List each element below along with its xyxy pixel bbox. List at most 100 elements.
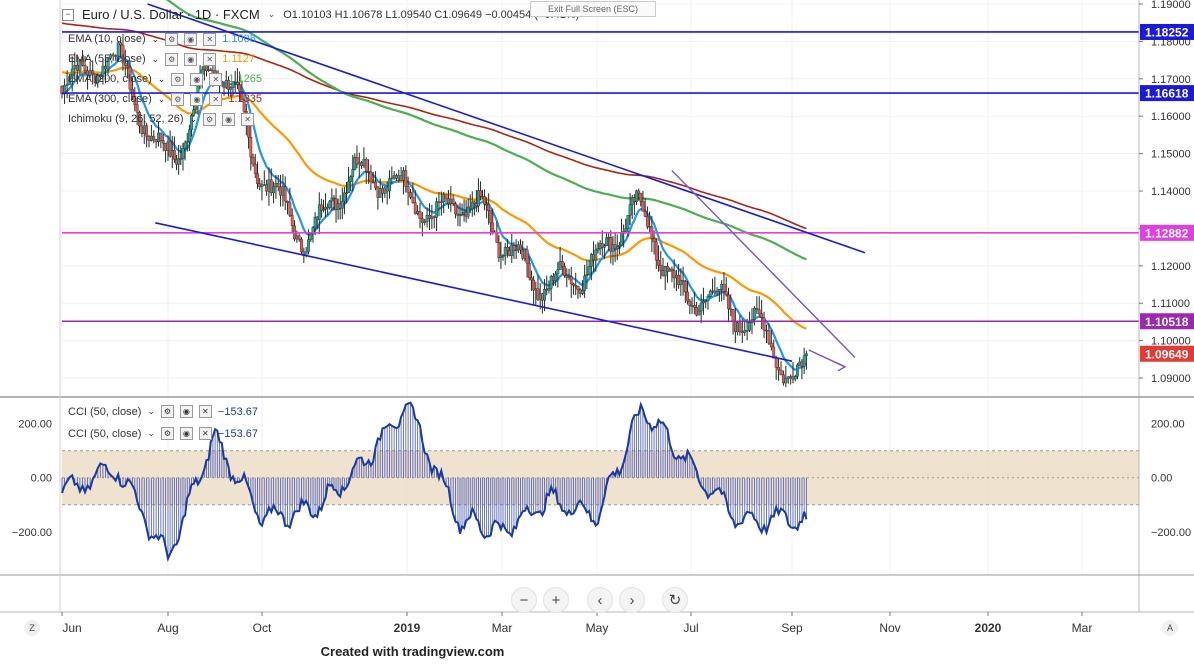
reset-icon[interactable]: ↻ [662,587,688,613]
candle-body [418,211,422,219]
legend-label[interactable]: EMA (200, close) [68,73,152,85]
settings-icon[interactable]: ⚙ [165,32,179,46]
legend-row[interactable]: EMA (55, close) ⌄ ⚙ ◉ ✕ 1.1127 [68,49,262,69]
candle-body [83,65,87,71]
eye-icon[interactable]: ◉ [184,32,198,46]
candle-body [187,129,191,142]
settings-icon[interactable]: ⚙ [160,427,174,440]
candle-body [253,163,257,174]
symbol-chevron-icon[interactable]: ⌄ [267,9,276,19]
eye-icon[interactable]: ◉ [222,112,236,126]
price-level-label: 1.10518 [1145,315,1189,329]
legend-row[interactable]: EMA (200, close) ⌄ ⚙ ◉ ✕ 1.1265 [68,69,262,89]
footer-credit: Created with tradingview.com [320,644,505,659]
timezone-icon[interactable]: Z [24,620,40,636]
symbol-title[interactable]: Euro / U.S. Dollar · 1D · FXCM [82,7,260,22]
settings-icon[interactable]: ⚙ [160,405,174,418]
candle-body [190,115,193,131]
legend-row[interactable]: Ichimoku (9, 26, 52, 26) ⌄ ⚙ ◉ ✕ [68,109,262,129]
legend-label[interactable]: EMA (10, close) [68,33,146,45]
scroll-right-icon[interactable]: › [619,587,645,613]
candle-body [351,169,355,177]
zoom-out-icon[interactable]: − [511,587,537,613]
candle-body [784,378,788,384]
eye-icon[interactable]: ◉ [179,405,193,418]
legend-row[interactable]: EMA (10, close) ⌄ ⚙ ◉ ✕ 1.1008 [68,29,262,49]
close-icon[interactable]: ✕ [241,112,255,126]
candle-body [745,330,749,332]
candle-body [686,291,689,302]
candle-body [404,170,408,187]
candle-body [554,273,558,281]
candle-body [643,211,647,217]
close-icon[interactable]: ✕ [209,72,223,86]
chevron-down-icon[interactable]: ⌄ [189,114,198,124]
chevron-down-icon[interactable]: ⌄ [157,94,166,104]
candle-body [106,57,110,70]
price-tick-label: 1.09000 [1151,373,1191,385]
close-icon[interactable]: ✕ [198,405,212,418]
settings-icon[interactable]: ⚙ [165,52,179,66]
cci-tick-label: 0.00 [1151,473,1172,485]
eye-icon[interactable]: ◉ [184,52,198,66]
candle-body [397,175,401,179]
candle-body [752,307,756,320]
time-tick-label: Jun [62,621,81,635]
chevron-down-icon[interactable]: ⌄ [151,34,160,44]
close-icon[interactable]: ✕ [203,32,217,46]
price-tick-label: 1.16000 [1151,111,1191,123]
candle-body [340,200,344,209]
candle-body [447,198,450,204]
settings-icon[interactable]: ⚙ [171,92,185,106]
legend-value: 1.1127 [222,53,256,65]
candle-body [138,112,141,127]
chevron-down-icon[interactable]: ⌄ [151,54,160,64]
candle-body [109,54,112,59]
minimize-icon[interactable]: − [62,8,74,21]
close-icon[interactable]: ✕ [209,92,223,106]
close-icon[interactable]: ✕ [198,427,212,440]
candle-body [161,140,165,144]
time-tick-label: Aug [157,621,178,635]
chevron-down-icon[interactable]: ⌄ [157,74,166,84]
candle-body [603,245,606,248]
candle-body [743,330,747,333]
cci-label[interactable]: CCI (50, close) [68,405,142,418]
legend-row[interactable]: EMA (300, close) ⌄ ⚙ ◉ ✕ 1.1335 [68,89,262,109]
legend-label[interactable]: Ichimoku (9, 26, 52, 26) [68,113,184,125]
scroll-left-icon[interactable]: ‹ [587,587,613,613]
settings-icon[interactable]: ⚙ [203,112,217,126]
candle-body [736,322,740,333]
candle-body [793,376,797,380]
candle-body [411,196,415,203]
candle-body [437,201,441,203]
eye-icon[interactable]: ◉ [179,427,193,440]
chevron-down-icon[interactable]: ⌄ [147,406,155,416]
cci-legend-2: CCI (50, close) ⌄ ⚙ ◉ ✕ −153.67 [68,427,258,440]
candle-body [369,171,373,183]
candle-body [512,245,516,252]
exit-fullscreen-hint[interactable]: Exit Full Screen (ESC) [530,1,656,17]
candle-body [460,213,464,216]
chevron-down-icon[interactable]: ⌄ [147,428,155,438]
cci-line [61,401,808,563]
candle-body [501,255,505,257]
settings-icon[interactable]: ⚙ [171,72,185,86]
candle-body [265,184,269,192]
close-icon[interactable]: ✕ [203,52,217,66]
candle-body [121,44,125,64]
candle-body [697,310,701,316]
candle-body [583,275,587,291]
zoom-in-icon[interactable]: + [543,587,569,613]
time-tick-label: Sep [781,621,803,635]
candle-body [435,201,438,218]
legend-label[interactable]: EMA (55, close) [68,53,146,65]
cci-label[interactable]: CCI (50, close) [68,427,142,440]
auto-scale-icon[interactable]: A [1162,620,1178,636]
legend-label[interactable]: EMA (300, close) [68,93,152,105]
cci-plot [61,401,808,563]
candle-body [574,285,578,287]
eye-icon[interactable]: ◉ [190,72,204,86]
eye-icon[interactable]: ◉ [190,92,204,106]
